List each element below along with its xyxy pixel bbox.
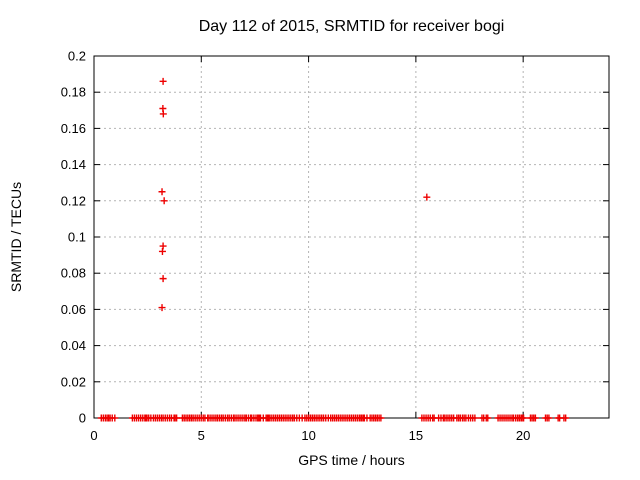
y-tick-label: 0.14 [61, 157, 86, 172]
y-tick-label: 0.02 [61, 374, 86, 389]
y-tick-label: 0.12 [61, 193, 86, 208]
data-point-marker [377, 414, 385, 422]
y-tick-label: 0.2 [68, 49, 86, 64]
elevated-markers-group [158, 77, 431, 312]
data-point-marker [531, 414, 539, 422]
tick-labels-group: 0 5 10 15 20 0 0.02 0.04 0.06 0.08 0.1 0.12 0.14 0.16… [61, 49, 531, 444]
data-point-marker [423, 193, 431, 201]
y-tick-label: 0.08 [61, 266, 86, 281]
x-axis-label: GPS time / hours [298, 452, 405, 468]
data-point-marker [562, 414, 570, 422]
baseline-markers-group [97, 414, 570, 422]
y-tick-label: 0.1 [68, 230, 86, 245]
data-point-marker [484, 414, 492, 422]
data-point-marker [158, 247, 166, 255]
data-point-marker [158, 304, 166, 312]
x-tick-label: 10 [301, 428, 315, 443]
x-tick-label: 15 [409, 428, 423, 443]
data-point-marker [159, 77, 167, 85]
data-point-marker [471, 414, 479, 422]
y-tick-label: 0.16 [61, 121, 86, 136]
y-tick-label: 0.04 [61, 338, 86, 353]
y-tick-label: 0.18 [61, 85, 86, 100]
data-point-marker [158, 188, 166, 196]
x-tick-label: 20 [516, 428, 530, 443]
tick-marks-group [93, 55, 609, 419]
data-point-marker [159, 110, 167, 118]
data-point-marker [111, 414, 119, 422]
y-tick-label: 0 [79, 411, 86, 426]
x-tick-label: 5 [198, 428, 205, 443]
chart-title: Day 112 of 2015, SRMTID for receiver bog… [198, 18, 505, 35]
data-point-marker [159, 275, 167, 283]
data-point-marker [160, 197, 168, 205]
x-tick-label: 0 [90, 428, 97, 443]
y-tick-label: 0.06 [61, 302, 86, 317]
plot-border [93, 55, 610, 419]
gridlines-group [94, 56, 609, 418]
data-point-marker [545, 414, 553, 422]
data-point-marker [520, 414, 528, 422]
